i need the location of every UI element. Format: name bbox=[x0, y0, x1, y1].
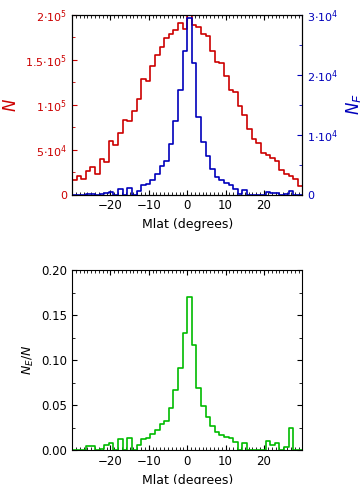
X-axis label: Mlat (degrees): Mlat (degrees) bbox=[141, 473, 233, 484]
Y-axis label: $N$: $N$ bbox=[2, 98, 20, 111]
Text: $\mathbf{(b)}$: $\mathbf{(b)}$ bbox=[0, 351, 1, 369]
X-axis label: Mlat (degrees): Mlat (degrees) bbox=[141, 218, 233, 231]
Y-axis label: $N_E / N$: $N_E / N$ bbox=[21, 345, 36, 376]
Y-axis label: $N_E$: $N_E$ bbox=[344, 93, 360, 115]
